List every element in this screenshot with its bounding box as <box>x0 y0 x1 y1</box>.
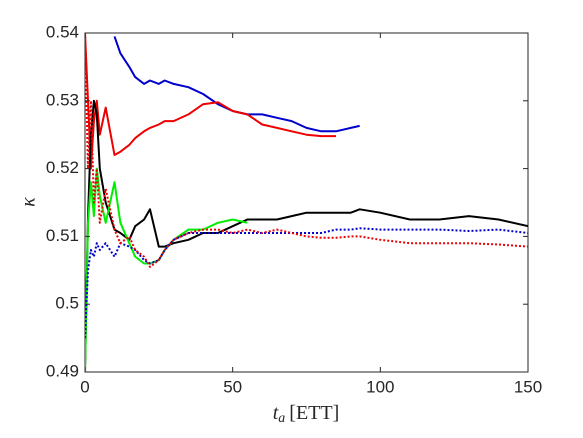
x-label-unit: [ETT] <box>289 402 339 424</box>
x-tick-label: 150 <box>514 377 542 396</box>
x-tick-label: 100 <box>366 377 394 396</box>
series-line <box>85 33 528 268</box>
y-tick-label: 0.51 <box>46 226 79 245</box>
x-tick-label: 0 <box>80 377 89 396</box>
y-axis-label: κ <box>18 197 40 207</box>
y-tick-label: 0.49 <box>46 361 79 380</box>
series-line <box>85 167 248 372</box>
y-tick-label: 0.52 <box>46 158 79 177</box>
x-tick-label: 50 <box>223 377 242 396</box>
y-tick-label: 0.53 <box>46 90 79 109</box>
lines <box>85 33 528 372</box>
y-tick-label: 0.54 <box>46 22 79 41</box>
series-line <box>113 36 360 133</box>
plot-area <box>84 32 529 373</box>
series-line <box>85 99 528 372</box>
x-axis-label: ta [ETT] <box>273 402 340 427</box>
x-label-subscript: a <box>278 411 285 426</box>
series-line <box>85 33 336 170</box>
x-label-symbol: t <box>273 402 279 424</box>
y-tick-label: 0.5 <box>55 294 79 313</box>
